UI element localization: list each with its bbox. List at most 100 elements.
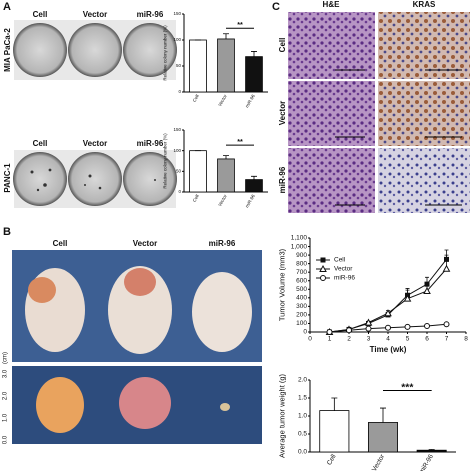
- significance: **: [237, 137, 243, 146]
- x-tick-label: 0: [308, 336, 312, 343]
- y-tick-label: 100: [296, 320, 307, 327]
- y-axis-label: Relative colony number (%): [162, 133, 167, 189]
- marker: [320, 257, 326, 263]
- scale-label: 2.0: [3, 391, 9, 400]
- panel-letter: B: [3, 226, 11, 238]
- y-tick-label: 200: [296, 312, 307, 319]
- ihc-row-label: miR-96: [278, 166, 287, 193]
- error-bar: [251, 51, 257, 57]
- cell-line-label: MIA PaCa-2: [3, 28, 12, 72]
- scale-unit: (cm): [3, 352, 9, 364]
- y-tick-label: 1.0: [298, 413, 307, 420]
- error-bar: [428, 449, 435, 451]
- bar: [245, 179, 263, 193]
- scale-label: 0.0: [3, 435, 9, 444]
- x-tick-label: Cell: [326, 453, 338, 467]
- bar: [416, 449, 447, 453]
- dish-label: miR-96: [137, 10, 164, 19]
- stain-label: H&E: [323, 0, 341, 9]
- cell-line-label: PANC-1: [3, 163, 12, 193]
- y-tick-label: 800: [296, 260, 307, 267]
- x-tick-label: Vector: [217, 93, 228, 107]
- marker: [364, 318, 373, 326]
- y-tick-label: 300: [296, 303, 307, 310]
- significance: **: [237, 20, 243, 29]
- scale-label: 1.0: [3, 413, 9, 422]
- marker: [424, 323, 430, 330]
- marker: [346, 327, 352, 334]
- x-tick-label: 5: [406, 336, 410, 343]
- marker: [319, 264, 327, 272]
- bar: [217, 158, 235, 193]
- y-axis-label: Relative colony number (%): [162, 25, 167, 81]
- y-tick-label: 1,100: [291, 235, 308, 242]
- y-tick-label: 0: [303, 329, 307, 336]
- marker: [326, 329, 333, 335]
- y-axis-label: Tumor Volume (mm3): [278, 248, 287, 321]
- y-tick-label: 400: [296, 295, 307, 302]
- y-tick-label: 50: [176, 63, 182, 68]
- y-tick-label: 50: [176, 169, 182, 174]
- bar: [217, 38, 235, 93]
- dish-photos: [13, 20, 177, 208]
- error-bar: [380, 407, 386, 423]
- dish-label: Vector: [83, 10, 107, 19]
- marker: [404, 323, 411, 330]
- x-tick-label: 3: [367, 336, 371, 343]
- x-tick-label: miR-96: [418, 453, 435, 471]
- mouse-label: miR-96: [209, 239, 236, 248]
- y-tick-label: 0: [178, 89, 181, 94]
- y-tick-label: 600: [296, 277, 307, 284]
- dish-label: Vector: [83, 139, 107, 148]
- marker: [423, 286, 431, 294]
- scale-label: 3.0: [3, 369, 9, 378]
- dish-label: miR-96: [137, 139, 164, 148]
- y-tick-label: 2.0: [298, 377, 307, 384]
- x-tick-label: Vector: [217, 193, 228, 207]
- y-tick-label: 0.5: [298, 431, 307, 438]
- legend-label: Cell: [334, 257, 346, 264]
- panel-letter: C: [272, 1, 280, 13]
- y-tick-label: 700: [296, 269, 307, 276]
- y-tick-label: 100: [173, 148, 181, 153]
- x-tick-label: 7: [445, 336, 449, 343]
- significance: ***: [401, 382, 414, 393]
- error-bar: [223, 155, 229, 159]
- y-tick-label: 900: [296, 252, 307, 259]
- bar: [319, 410, 350, 453]
- ihc-row-label: Vector: [278, 101, 287, 125]
- bar: [245, 56, 263, 93]
- y-tick-label: 150: [173, 127, 181, 132]
- x-tick-label: 4: [386, 336, 390, 343]
- x-tick-label: Cell: [192, 194, 200, 203]
- marker: [384, 309, 392, 317]
- ihc-row-label: Cell: [278, 38, 287, 53]
- bar: [367, 422, 398, 453]
- error-bar: [331, 397, 338, 411]
- mouse-label: Cell: [53, 239, 68, 248]
- x-tick-label: miR-96: [244, 193, 256, 208]
- error-bar: [223, 33, 229, 39]
- marker: [443, 321, 450, 328]
- panel-letter: A: [3, 1, 11, 13]
- y-tick-label: 0.0: [298, 449, 307, 456]
- y-axis-label: Average tumor weight (g): [278, 373, 287, 458]
- y-tick-label: 100: [173, 37, 181, 42]
- dish-label: Cell: [33, 10, 48, 19]
- y-tick-label: 500: [296, 286, 307, 293]
- y-tick-label: 1,000: [291, 243, 308, 250]
- error-bar: [251, 175, 257, 180]
- x-tick-label: 1: [328, 336, 332, 343]
- y-tick-label: 150: [173, 11, 181, 16]
- marker: [320, 275, 326, 281]
- bar: [189, 150, 207, 193]
- marker: [403, 294, 412, 302]
- legend-label: miR-96: [334, 275, 355, 282]
- bar: [189, 39, 207, 93]
- x-axis-label: Time (wk): [370, 345, 407, 354]
- x-tick-label: 6: [425, 336, 429, 343]
- x-tick-label: 2: [347, 336, 351, 343]
- stain-label: KRAS: [413, 0, 436, 9]
- mouse-photos: [12, 250, 262, 444]
